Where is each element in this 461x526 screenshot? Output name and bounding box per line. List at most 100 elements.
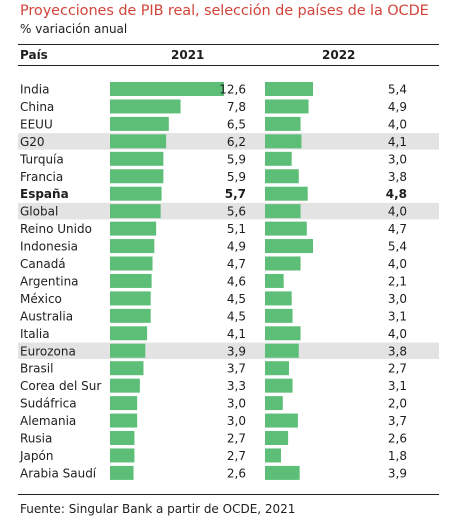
- bar-2021-eurozona: [110, 343, 146, 358]
- value-2021-francia: 5,9: [227, 170, 246, 184]
- value-2022-rusia: 2,6: [388, 432, 407, 446]
- bar-2021-reino-unido: [110, 221, 157, 236]
- value-2021-argentina: 4,6: [227, 274, 246, 288]
- value-2022-francia: 3,8: [388, 170, 407, 184]
- bar-2021-alemania: [110, 413, 138, 428]
- value-2022-eeuu: 4,0: [388, 117, 407, 131]
- country-label-india: India: [20, 83, 49, 97]
- bar-2021-espana: [110, 186, 162, 201]
- country-label-sudafrica: Sudáfrica: [20, 397, 77, 411]
- value-2021-espana: 5,7: [225, 187, 246, 201]
- country-label-italia: Italia: [20, 327, 50, 341]
- value-2022-sudafrica: 2,0: [388, 397, 407, 411]
- top-rule: [18, 44, 439, 45]
- value-2022-reino-unido: 4,7: [388, 222, 407, 236]
- chart-subtitle: % variación anual: [20, 22, 128, 36]
- value-2021-australia: 4,5: [227, 309, 246, 323]
- bar-2021-argentina: [110, 273, 152, 288]
- value-2021-eeuu: 6,5: [227, 117, 246, 131]
- bar-2022-global: [265, 204, 301, 219]
- bar-2021-indonesia: [110, 239, 155, 254]
- value-2021-india: 12,6: [219, 83, 246, 97]
- bar-2021-italia: [110, 326, 148, 341]
- value-2021-global: 5,6: [227, 205, 246, 219]
- value-2021-china: 7,8: [227, 100, 246, 114]
- value-2022-china: 4,9: [388, 100, 407, 114]
- bar-2021-arabia-saudi: [110, 465, 134, 480]
- country-label-brasil: Brasil: [20, 362, 53, 376]
- country-label-eeuu: EEUU: [20, 117, 53, 131]
- value-2021-brasil: 3,7: [227, 362, 246, 376]
- country-label-francia: Francia: [20, 170, 63, 184]
- bar-2021-francia: [110, 169, 164, 184]
- value-2021-corea-del-sur: 3,3: [227, 379, 246, 393]
- value-2021-turquia: 5,9: [227, 152, 246, 166]
- value-2022-brasil: 2,7: [388, 362, 407, 376]
- bar-2022-canada: [265, 256, 301, 271]
- value-2021-alemania: 3,0: [227, 414, 246, 428]
- country-label-eurozona: Eurozona: [20, 344, 76, 358]
- bar-2022-india: [265, 82, 313, 96]
- bar-2021-g20: [110, 134, 167, 149]
- bar-2022-sudafrica: [265, 396, 283, 411]
- bar-2022-japon: [265, 448, 281, 463]
- bottom-rule: [18, 494, 439, 495]
- country-label-argentina: Argentina: [20, 274, 79, 288]
- bar-2022-rusia: [265, 431, 289, 445]
- value-2022-arabia-saudi: 3,9: [388, 466, 407, 480]
- bar-2021-brasil: [110, 361, 144, 376]
- header-2021: 2021: [171, 48, 205, 62]
- value-2021-arabia-saudi: 2,6: [227, 466, 246, 480]
- value-2022-eurozona: 3,8: [388, 344, 407, 358]
- value-2021-japon: 2,7: [227, 449, 246, 463]
- country-label-global: Global: [20, 205, 58, 219]
- value-2022-g20: 4,1: [388, 135, 407, 149]
- bar-2022-francia: [265, 169, 299, 184]
- value-2021-g20: 6,2: [227, 135, 246, 149]
- bar-2021-china: [110, 99, 181, 114]
- bar-2022-reino-unido: [265, 221, 307, 236]
- bar-2021-turquia: [110, 151, 164, 166]
- bar-2022-arabia-saudi: [265, 465, 300, 480]
- value-2022-australia: 3,1: [388, 309, 407, 323]
- value-2022-japon: 1,8: [388, 449, 407, 463]
- value-2021-canada: 4,7: [227, 257, 246, 271]
- value-2022-mexico: 3,0: [388, 292, 407, 306]
- header-2022: 2022: [322, 48, 356, 62]
- value-2021-indonesia: 4,9: [227, 240, 246, 254]
- country-label-mexico: México: [20, 292, 62, 306]
- country-label-rusia: Rusia: [20, 432, 52, 446]
- country-label-arabia-saudi: Arabia Saudí: [20, 466, 97, 480]
- value-2021-sudafrica: 3,0: [227, 397, 246, 411]
- chart-title: Proyecciones de PIB real, selección de p…: [20, 3, 429, 19]
- country-label-canada: Canadá: [20, 257, 66, 271]
- value-2022-italia: 4,0: [388, 327, 407, 341]
- bar-2022-brasil: [265, 361, 289, 376]
- country-label-espana: España: [20, 187, 69, 201]
- value-2022-global: 4,0: [388, 205, 407, 219]
- bar-2022-italia: [265, 326, 301, 341]
- bar-2021-india: [110, 82, 224, 96]
- country-label-indonesia: Indonesia: [20, 240, 78, 254]
- bar-2021-australia: [110, 308, 151, 323]
- value-2022-turquia: 3,0: [388, 152, 407, 166]
- value-2022-alemania: 3,7: [388, 414, 407, 428]
- country-label-china: China: [20, 100, 54, 114]
- header-country: País: [20, 48, 48, 62]
- bar-2022-espana: [265, 186, 308, 201]
- bar-2021-corea-del-sur: [110, 378, 140, 393]
- value-2022-espana: 4,8: [386, 187, 407, 201]
- bar-2021-rusia: [110, 431, 135, 445]
- value-2022-indonesia: 5,4: [388, 240, 407, 254]
- country-label-australia: Australia: [20, 309, 73, 323]
- value-2022-argentina: 2,1: [388, 274, 407, 288]
- bar-2021-global: [110, 204, 161, 219]
- bar-2022-eurozona: [265, 343, 299, 358]
- bar-2022-alemania: [265, 413, 298, 428]
- country-label-japon: Japón: [19, 449, 53, 463]
- bar-2022-g20: [265, 134, 302, 149]
- bar-2022-corea-del-sur: [265, 378, 293, 393]
- value-2021-rusia: 2,7: [227, 432, 246, 446]
- country-label-turquia: Turquía: [19, 152, 64, 166]
